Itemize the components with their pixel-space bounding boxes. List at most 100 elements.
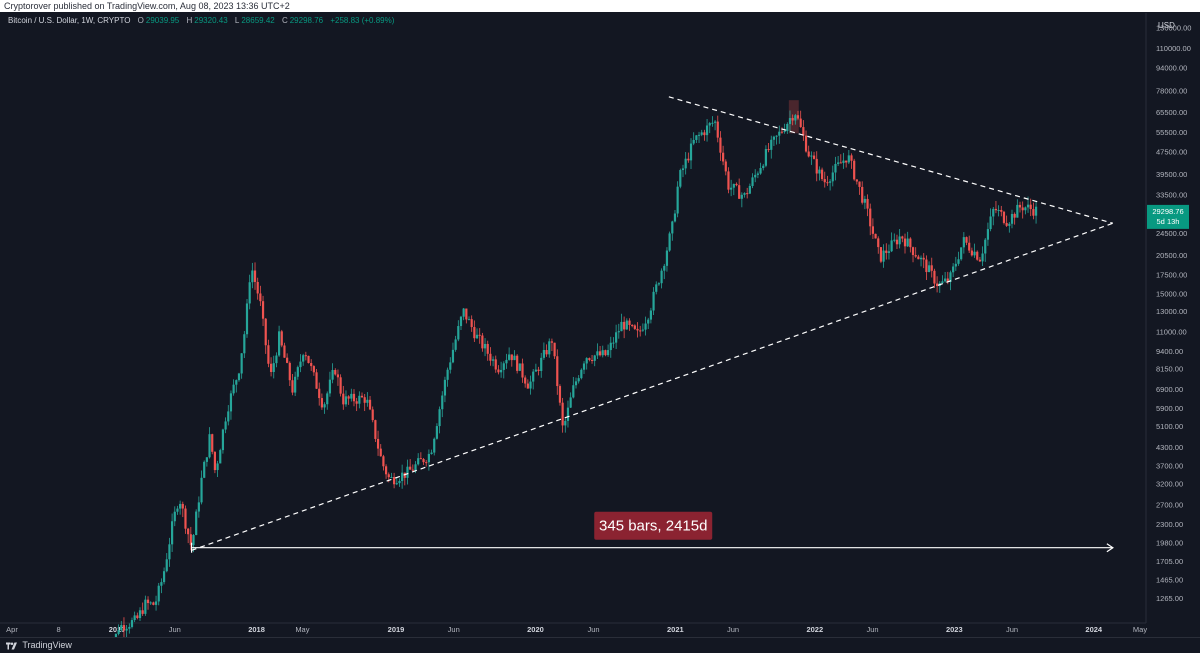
candle-body: [633, 325, 636, 329]
candle-body: [812, 155, 816, 159]
candle-body: [561, 402, 564, 426]
candle-body: [339, 377, 342, 394]
y-tick-label: 5100.00: [1156, 422, 1183, 431]
x-tick-label: 2022: [806, 625, 823, 634]
candle-body: [764, 149, 768, 166]
tradingview-logo-icon[interactable]: [6, 642, 17, 650]
candle-body: [700, 132, 703, 135]
candle-body: [117, 630, 120, 634]
candle-body: [323, 404, 326, 408]
candle-body: [909, 238, 912, 248]
candle-body: [475, 334, 479, 339]
y-tick-label: 3700.00: [1156, 462, 1183, 471]
candle-body: [500, 369, 503, 373]
support-trendline: [191, 222, 1114, 551]
candle-body: [735, 183, 738, 186]
footer-bar: TradingView: [0, 637, 1200, 653]
x-tick-label: Jun: [727, 625, 739, 634]
y-tick-label: 110000.00: [1156, 44, 1191, 53]
x-tick-label: 2024: [1085, 625, 1103, 634]
candle-body: [545, 350, 548, 355]
candle-body: [422, 459, 425, 463]
y-tick-label: 2700.00: [1156, 500, 1183, 509]
candle-body: [842, 160, 845, 164]
candle-body: [722, 152, 725, 162]
candle-body: [713, 121, 717, 123]
candle-body: [681, 168, 685, 171]
candle-body: [719, 137, 722, 153]
y-tick-label: 47500.00: [1156, 147, 1187, 156]
candle-body: [887, 251, 891, 253]
candle-body: [401, 472, 404, 481]
candle-body: [850, 155, 853, 161]
candle-body: [810, 155, 813, 157]
candle-body: [197, 502, 200, 512]
y-tick-label: 9400.00: [1156, 347, 1183, 356]
candle-body: [272, 363, 275, 373]
candle-body: [358, 395, 361, 404]
candle-body: [639, 330, 642, 332]
last-price-label: 29298.76: [1152, 207, 1183, 216]
candle-body: [673, 213, 677, 222]
candle-body: [580, 369, 583, 379]
candle-body: [486, 343, 489, 354]
candle-body: [845, 160, 848, 163]
footer-brand[interactable]: TradingView: [22, 640, 72, 650]
candle-body: [970, 250, 973, 256]
candle-body: [256, 281, 259, 294]
candle-body: [949, 272, 952, 282]
candle-body: [494, 359, 497, 370]
candle-body: [692, 139, 695, 144]
candle-body: [425, 462, 428, 464]
candle-body: [885, 250, 888, 253]
last-price-badge: [1147, 204, 1189, 229]
open-value: 29039.95: [145, 16, 180, 25]
candle-body: [984, 239, 987, 254]
candle-body: [382, 456, 385, 467]
candle-body: [917, 256, 920, 260]
candle-body: [1010, 213, 1014, 224]
candle-body: [778, 131, 781, 136]
candle-body: [652, 291, 655, 311]
candle-body: [890, 240, 893, 252]
candle-body: [558, 386, 562, 403]
y-tick-label: 130000.00: [1156, 23, 1191, 32]
candle-body: [387, 474, 390, 478]
candle-body: [478, 334, 481, 336]
candle-body: [540, 357, 543, 371]
countdown-label: 5d 13h: [1157, 217, 1180, 226]
candle-body: [772, 136, 776, 140]
candle-body: [146, 599, 150, 604]
candle-body: [941, 281, 944, 284]
candle-body: [569, 397, 572, 408]
candle-body: [770, 139, 773, 150]
candle-body: [433, 438, 436, 453]
candle-body: [901, 236, 904, 239]
candle-body: [1000, 209, 1003, 212]
candle-body: [229, 393, 233, 412]
candle-body: [922, 257, 925, 260]
candle-body: [465, 308, 468, 320]
candle-body: [264, 318, 267, 346]
candle-body: [775, 135, 778, 137]
close-value: 29298.76: [289, 16, 324, 25]
candle-body: [986, 229, 990, 240]
x-tick-label: 2021: [667, 625, 684, 634]
x-tick-label: 2020: [527, 625, 544, 634]
candle-body: [796, 115, 800, 119]
candle-body: [288, 362, 291, 381]
candle-body: [224, 421, 227, 430]
candle-body: [663, 265, 666, 271]
candle-body: [756, 173, 759, 175]
candle-body: [727, 171, 730, 190]
candle-body: [195, 511, 198, 536]
candle-body: [497, 369, 500, 373]
candle-body: [120, 625, 123, 631]
date-range-label-box: [594, 511, 713, 540]
y-tick-label: 4300.00: [1156, 443, 1183, 452]
candle-body: [130, 620, 134, 627]
candle-body: [834, 163, 837, 173]
candle-body: [168, 544, 171, 560]
candle-body: [395, 483, 398, 485]
